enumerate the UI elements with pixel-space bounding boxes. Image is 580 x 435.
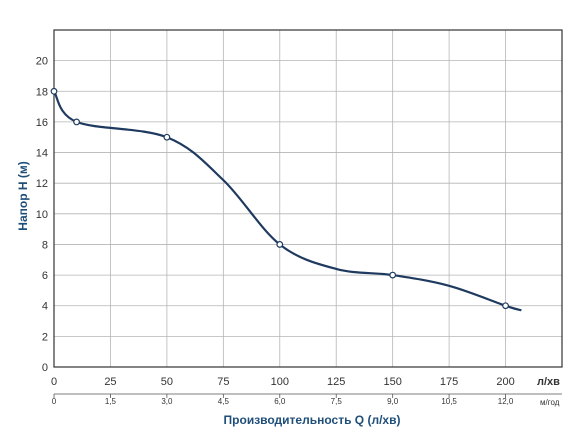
x2-tick-label: 0 <box>52 397 57 406</box>
y-axis-title: Напор H (м) <box>16 161 30 230</box>
data-point <box>163 133 171 141</box>
x2-tick-label: 1,5 <box>105 397 117 406</box>
x-tick-labels: 0 25 50 75 100 125 150 175 200 <box>51 376 515 388</box>
x-unit-label: л/хв <box>537 376 560 388</box>
x-tick-label: 100 <box>271 376 289 388</box>
y-tick-label: 16 <box>36 117 48 129</box>
y-tick-label: 8 <box>42 239 48 251</box>
x2-tick-label: 9,0 <box>387 397 399 406</box>
data-point <box>73 118 80 126</box>
y-tick-label: 10 <box>36 209 48 221</box>
y-tick-label: 2 <box>42 331 48 343</box>
x2-tick-label: 12,0 <box>498 397 514 406</box>
x-tick-label: 175 <box>440 376 458 388</box>
x2-tick-label: 4,5 <box>218 397 230 406</box>
x-tick-label: 125 <box>327 376 345 388</box>
axes <box>53 29 563 395</box>
y-tick-label: 12 <box>36 178 48 190</box>
x-tick-label: 75 <box>217 376 229 388</box>
x-tick-label: 200 <box>496 376 514 388</box>
series-layer <box>50 87 522 312</box>
x-tick-label: 150 <box>383 376 401 388</box>
plot-frame <box>53 29 563 368</box>
x2-tick-labels: 0 1,5 3,0 4,5 6,0 7,5 9,0 10,5 12,0 <box>52 394 514 406</box>
x2-tick-label: 10,5 <box>441 397 457 406</box>
data-point <box>389 271 397 279</box>
y-tick-label: 4 <box>42 301 48 313</box>
data-point <box>50 87 58 95</box>
x2-tick-label: 7,5 <box>331 397 343 406</box>
y-tick-label: 14 <box>36 148 48 160</box>
y-tick-label: 6 <box>42 270 48 282</box>
y-tick-label: 20 <box>36 56 48 68</box>
x-axis-title: Производительность Q (л/хв) <box>224 413 401 427</box>
x2-tick-label: 6,0 <box>274 397 286 406</box>
y-tick-labels: 0 2 4 6 8 10 12 14 16 18 20 <box>36 56 48 374</box>
series-line <box>53 90 522 312</box>
x-tick-label: 0 <box>51 376 57 388</box>
data-point <box>502 302 509 310</box>
y-tick-label: 18 <box>36 86 48 98</box>
x-tick-label: 25 <box>104 376 116 388</box>
y-tick-label: 0 <box>42 362 48 374</box>
data-point <box>276 241 284 248</box>
x2-tick-label: 3,0 <box>161 397 173 406</box>
x-tick-label: 50 <box>161 376 173 388</box>
grid <box>54 29 562 367</box>
x2-unit-label: м/год <box>540 398 560 407</box>
